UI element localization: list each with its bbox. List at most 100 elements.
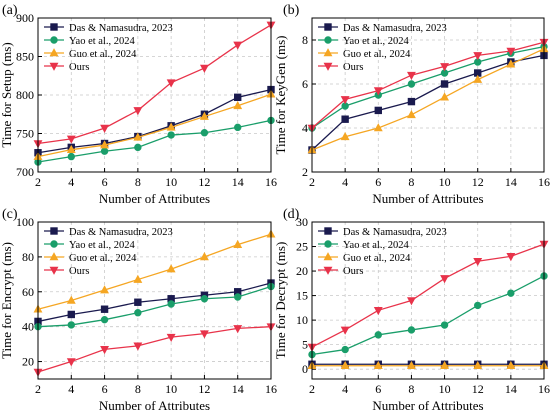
series-line [311, 48, 545, 151]
y-axis-title: Time for Setup (ms) [0, 42, 14, 147]
x-axis-title: Number of Attributes [372, 398, 483, 413]
y-tick-label: 60 [22, 285, 34, 299]
data-point [373, 87, 383, 96]
x-tick-label: 2 [309, 382, 315, 396]
y-tick-label: 0 [302, 362, 308, 376]
legend-marker [323, 266, 333, 275]
data-point [133, 107, 143, 116]
data-point [234, 123, 242, 132]
legend-label: Das & Namasudra, 2023 [69, 23, 173, 34]
legend: Das & Namasudra, 2023 Yao et al., 2024 Guo… [44, 227, 173, 277]
data-point [133, 274, 143, 283]
data-point [374, 106, 382, 115]
data-point [233, 239, 243, 248]
legend-label: Yao et al., 2024 [343, 36, 409, 47]
x-axis-title: Number of Attributes [372, 191, 483, 206]
data-point [166, 122, 176, 131]
legend-label: Guo et al., 2024 [69, 253, 137, 264]
series-3 [307, 240, 549, 352]
x-tick-label: 8 [135, 175, 141, 189]
series-3 [33, 323, 276, 377]
data-point [167, 131, 175, 139]
x-tick-label: 2 [35, 175, 41, 189]
data-point [440, 275, 450, 284]
legend-label: Ours [343, 266, 363, 277]
legend-marker [49, 48, 59, 57]
chart-panel-3: 2 4 6 8 10 12 14 16 0 5 10 15 20 25 30 Das & Namasudra,… [273, 207, 550, 413]
data-point [233, 100, 243, 110]
data-point [406, 297, 416, 306]
y-tick-label: 100 [16, 215, 34, 229]
data-point [374, 331, 382, 339]
series-line [311, 243, 545, 348]
data-point [134, 298, 142, 306]
y-tick-label: 10 [296, 313, 308, 327]
data-point [134, 309, 142, 317]
series-3 [307, 38, 549, 133]
legend-marker [50, 240, 58, 248]
data-point [507, 289, 515, 297]
x-tick-label: 10 [439, 175, 451, 189]
data-point [66, 295, 76, 304]
x-tick-label: 4 [68, 175, 74, 189]
x-tick-label: 8 [408, 175, 414, 189]
y-axis-title: Time for KeyGen (ms) [273, 35, 288, 154]
x-tick-label: 12 [198, 175, 210, 189]
axis-frame [311, 17, 545, 173]
x-tick-label: 2 [309, 175, 315, 189]
data-point [406, 109, 416, 119]
x-tick-label: 16 [538, 175, 550, 189]
legend-label: Ours [69, 266, 89, 277]
legend-marker [50, 23, 58, 31]
data-point [66, 144, 76, 153]
y-tick-label: 20 [22, 355, 34, 369]
legend-marker [323, 48, 333, 57]
x-tick-label: 12 [472, 382, 484, 396]
y-tick-label: 850 [16, 50, 34, 64]
x-tick-label: 16 [538, 382, 550, 396]
data-point [440, 63, 450, 72]
data-point [166, 264, 176, 273]
x-tick-label: 6 [375, 175, 381, 189]
data-point [473, 360, 483, 370]
y-tick-label: 750 [16, 127, 34, 141]
chart-panel-1: 2 4 6 8 10 12 14 16 2 4 6 8 Das & Namasudra, 2023 Yao… [273, 3, 550, 206]
data-point [440, 321, 449, 329]
legend-label: Ours [343, 62, 363, 73]
data-point [373, 123, 383, 132]
data-point [506, 47, 516, 56]
data-point [100, 346, 110, 355]
chart-panel-0: 2 4 6 8 10 12 14 16 700 750 800 850 900 Das & Namasud… [0, 3, 277, 206]
legend-marker [49, 266, 59, 275]
legend-label: Yao et al., 2024 [69, 240, 135, 251]
legend-label: Yao et al., 2024 [69, 36, 135, 47]
data-point [200, 295, 209, 303]
x-tick-label: 6 [102, 175, 108, 189]
data-point [67, 310, 75, 319]
series-2 [307, 360, 549, 370]
data-point [233, 325, 243, 334]
x-tick-label: 14 [232, 382, 244, 396]
legend-marker [324, 227, 332, 235]
x-tick-label: 2 [35, 382, 41, 396]
data-point [406, 360, 416, 370]
data-point [199, 64, 209, 73]
series-line [37, 119, 272, 163]
data-point [233, 41, 243, 50]
y-tick-label: 5 [302, 338, 308, 352]
y-axis-title: Time for Encrypt (ms) [0, 242, 14, 359]
data-point [100, 315, 109, 324]
series-line [311, 41, 545, 129]
data-point [407, 326, 416, 334]
data-point [473, 257, 483, 267]
legend-label: Guo et al., 2024 [343, 49, 411, 60]
data-point [473, 52, 483, 61]
axis-frame [37, 17, 272, 173]
chart-panel-2: 2 4 6 8 10 12 14 16 20 40 60 80 100 Das & Namasudra, … [0, 207, 277, 413]
x-axis-title: Number of Attributes [99, 398, 210, 413]
legend-marker [323, 62, 333, 71]
data-point [340, 96, 350, 105]
series-1 [34, 282, 275, 331]
x-tick-label: 6 [102, 382, 108, 396]
